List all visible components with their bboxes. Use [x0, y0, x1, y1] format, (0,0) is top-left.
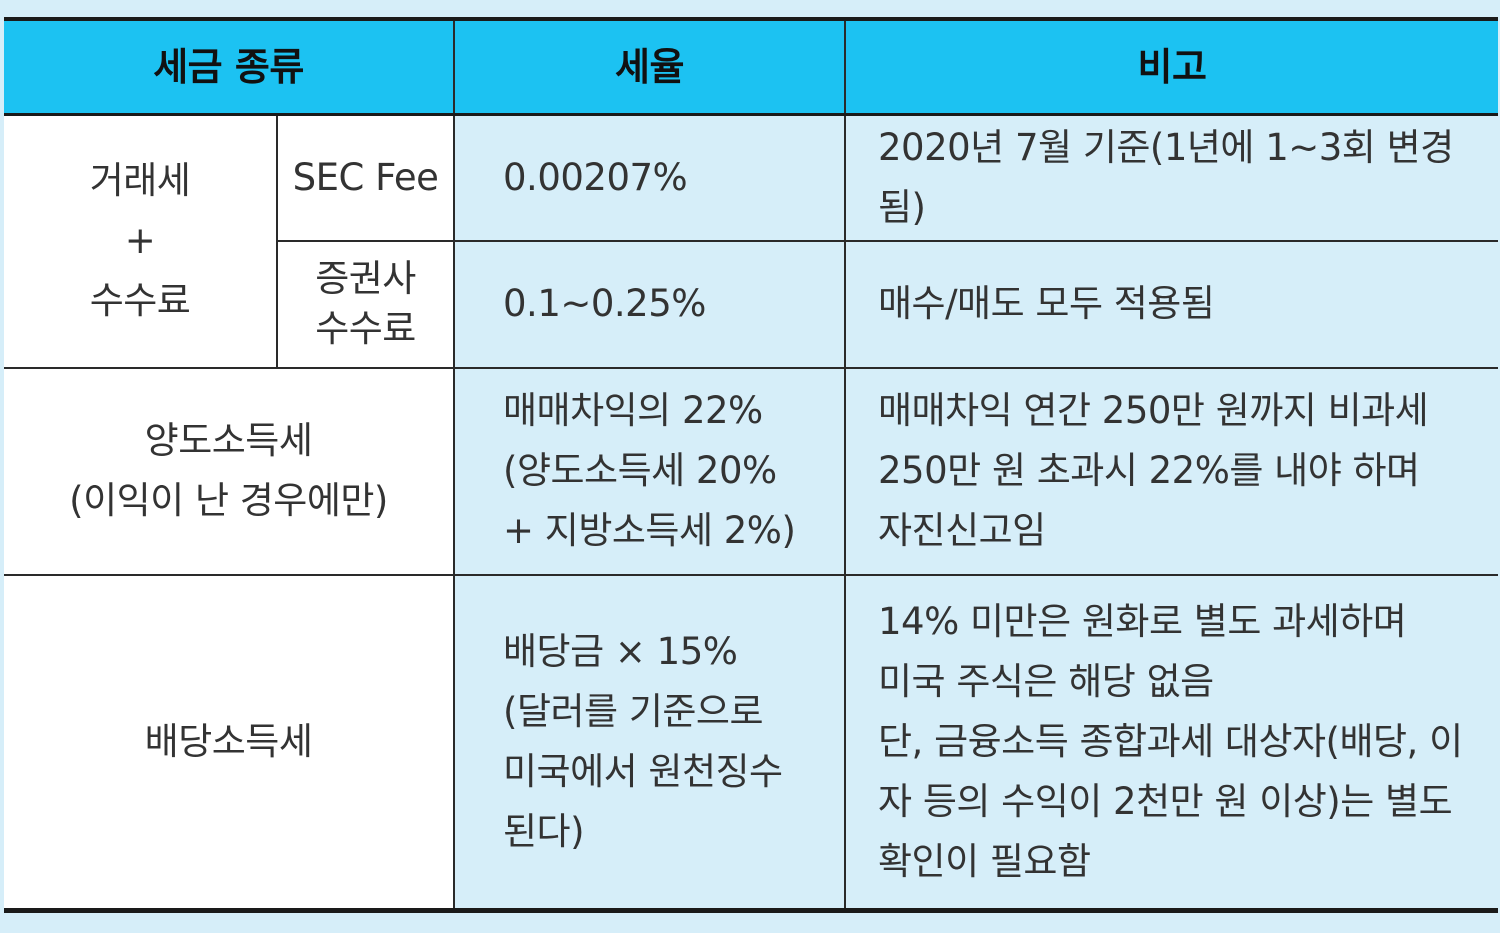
transaction-group-line: + — [124, 219, 156, 263]
transaction-group-line: 수수료 — [89, 279, 191, 323]
header-row: 세금 종류 세율 비고 — [4, 18, 1499, 116]
capital-gains-note-line: 자진신고임 — [878, 509, 1046, 552]
cell-broker-fee-name: 증권사 수수료 — [277, 239, 456, 369]
capital-gains-rate-line: 매매차익의 22% — [503, 389, 763, 432]
broker-fee-name-line: 증권사 — [315, 257, 416, 300]
cell-sec-fee-note: 2020년 7월 기준(1년에 1~3회 변경됨) — [844, 113, 1499, 242]
cell-dividend-note: 14% 미만은 원화로 별도 과세하며 미국 주식은 해당 없음 단, 금융소득… — [844, 573, 1499, 912]
cell-capital-gains-note: 매매차익 연간 250만 원까지 비과세 250만 원 초과시 22%를 내야 … — [844, 366, 1499, 576]
dividend-rate-line: 된다) — [503, 809, 585, 853]
table-row-dividend: 배당소득세 배당금 × 15% (달러를 기준으로 미국에서 원천징수 된다) … — [4, 573, 1499, 912]
dividend-rate-line: (달러를 기준으로 — [503, 689, 763, 733]
header-note: 비고 — [844, 18, 1499, 116]
broker-fee-name-line: 수수료 — [315, 307, 416, 350]
table-row-broker-fee: 증권사 수수료 0.1~0.25% 매수/매도 모두 적용됨 — [4, 239, 1499, 369]
capital-gains-note-line: 매매차익 연간 250만 원까지 비과세 — [878, 389, 1429, 432]
header-rate: 세율 — [453, 18, 847, 116]
capital-gains-note-line: 250만 원 초과시 22%를 내야 하며 — [878, 449, 1420, 492]
cell-broker-fee-rate: 0.1~0.25% — [453, 239, 847, 369]
dividend-note-line: 14% 미만은 원화로 별도 과세하며 — [878, 599, 1407, 643]
capital-gains-rate-line: + 지방소득세 2%) — [503, 509, 796, 552]
cell-dividend-name: 배당소득세 — [4, 573, 456, 912]
capital-gains-name-line: 양도소득세 — [144, 419, 313, 462]
sec-fee-note-text: 2020년 7월 기준(1년에 1~3회 변경됨) — [878, 125, 1454, 229]
capital-gains-rate-line: (양도소득세 20% — [503, 449, 777, 492]
cell-broker-fee-note: 매수/매도 모두 적용됨 — [844, 239, 1499, 369]
table-row-sec-fee: 거래세 + 수수료 SEC Fee 0.00207% 2020년 7월 기준(1… — [4, 113, 1499, 369]
cell-sec-fee-name: SEC Fee — [275, 113, 456, 242]
transaction-group-line: 거래세 — [89, 159, 191, 203]
dividend-rate-line: 배당금 × 15% — [503, 629, 738, 673]
capital-gains-name-line: (이익이 난 경우에만) — [69, 479, 388, 522]
table-row-capital-gains: 양도소득세 (이익이 난 경우에만) 매매차익의 22% (양도소득세 20% … — [4, 366, 1499, 576]
dividend-note-line: 미국 주식은 해당 없음 — [878, 659, 1214, 703]
cell-dividend-rate: 배당금 × 15% (달러를 기준으로 미국에서 원천징수 된다) — [453, 573, 847, 912]
cell-sec-fee-rate: 0.00207% — [453, 113, 847, 242]
cell-capital-gains-name: 양도소득세 (이익이 난 경우에만) — [4, 366, 456, 576]
dividend-note-wrap: 단, 금융소득 종합과세 대상자(배당, 이자 등의 수익이 2천만 원 이상)… — [878, 719, 1463, 883]
cell-transaction-group: 거래세 + 수수료 — [4, 113, 278, 369]
header-tax-type: 세금 종류 — [4, 18, 456, 116]
cell-capital-gains-rate: 매매차익의 22% (양도소득세 20% + 지방소득세 2%) — [453, 366, 847, 576]
dividend-rate-line: 미국에서 원천징수 — [503, 749, 783, 793]
us-stock-tax-table: 세금 종류 세율 비고 거래세 + 수수료 SEC Fee 0.00207% 2… — [4, 17, 1499, 913]
